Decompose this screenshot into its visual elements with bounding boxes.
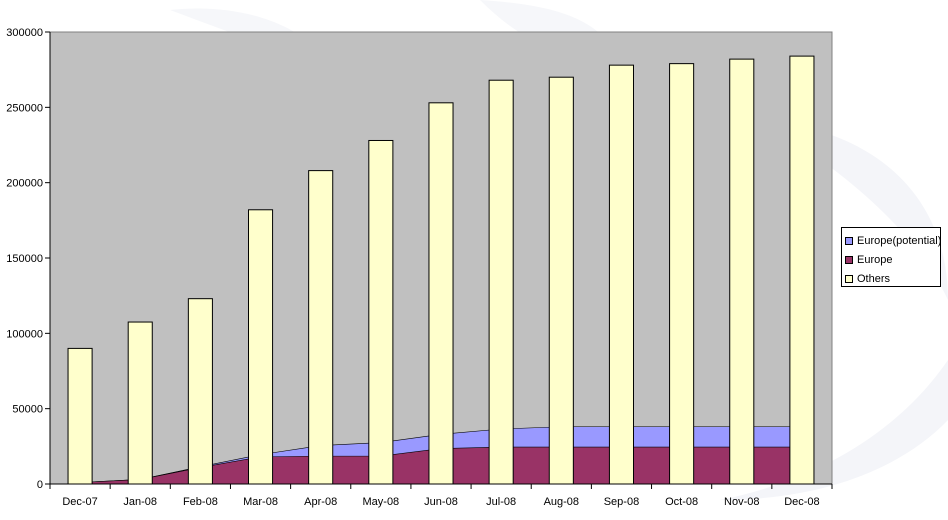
y-tick-label-0: 0 [37,479,43,491]
bar-others-jun-08 [428,102,454,485]
legend-label-europe-potential: Europe(potential) [857,234,942,247]
bar-others-mar-08 [248,209,274,485]
legend-label-europe: Europe [857,253,893,266]
legend-swatch-europe-potential [845,236,853,245]
legend: Europe(potential) Europe Others [841,227,941,287]
y-tick-label-200000: 200000 [6,178,43,190]
bar-others-aug-08 [548,76,574,485]
bar-others-feb-08 [187,298,213,485]
bar-others-apr-08 [308,170,334,485]
legend-item-europe-potential: Europe(potential) [845,231,942,250]
x-tick-label-aug-08: Aug-08 [544,496,579,508]
bar-others-jul-08 [488,79,514,485]
y-tick-label-150000: 150000 [6,253,43,265]
x-tick-label-dec-08: Dec-08 [784,496,819,508]
x-tick-label-feb-08: Feb-08 [183,496,218,508]
x-tick-label-may-08: May-08 [363,496,400,508]
x-tick-label-dec-07: Dec-07 [62,496,97,508]
legend-swatch-europe [845,255,853,264]
y-tick-label-100000: 100000 [6,328,43,340]
bar-others-may-08 [368,139,394,485]
bar-others-sep-08 [608,64,634,485]
x-tick-label-nov-08: Nov-08 [724,496,759,508]
legend-label-others: Others [857,272,891,285]
bar-others-jan-08 [127,321,153,485]
y-tick-label-300000: 300000 [6,27,43,39]
x-tick-label-mar-08: Mar-08 [243,496,278,508]
y-tick-label-50000: 50000 [12,404,43,416]
legend-item-europe: Europe [845,250,940,269]
x-tick-label-oct-08: Oct-08 [665,496,698,508]
y-tick-label-250000: 250000 [6,102,43,114]
legend-swatch-others [845,274,853,283]
bar-others-nov-08 [729,58,755,485]
x-tick-label-jul-08: Jul-08 [486,496,516,508]
bar-others-oct-08 [669,63,695,485]
x-tick-label-jan-08: Jan-08 [123,496,157,508]
bar-others-dec-08 [789,55,815,485]
bar-others-dec-07 [67,347,93,485]
x-tick-label-jun-08: Jun-08 [424,496,458,508]
x-tick-label-sep-08: Sep-08 [604,496,639,508]
legend-item-others: Others [845,269,940,288]
x-tick-label-apr-08: Apr-08 [304,496,337,508]
